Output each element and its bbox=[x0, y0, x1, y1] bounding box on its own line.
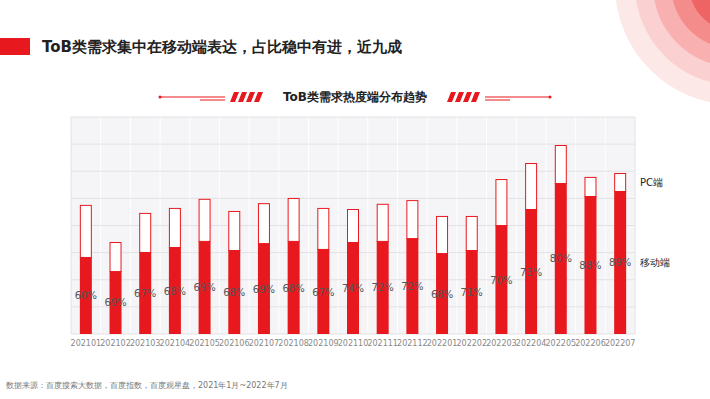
title-line bbox=[485, 97, 550, 98]
x-tick-label: 202112 bbox=[397, 339, 428, 348]
bar-pc bbox=[555, 145, 566, 183]
title-decoration bbox=[159, 92, 552, 102]
x-tick-label: 202103 bbox=[130, 339, 161, 348]
share-label: 68% bbox=[283, 283, 305, 294]
bar-pc bbox=[288, 198, 299, 241]
chart-title: ToB类需求热度端分布趋势 bbox=[283, 90, 427, 104]
share-label: 73% bbox=[520, 267, 542, 278]
share-label: 69% bbox=[104, 297, 126, 308]
share-label: 70% bbox=[490, 275, 512, 286]
title-line bbox=[200, 100, 225, 101]
bar-pc bbox=[437, 216, 448, 253]
bars bbox=[80, 145, 626, 334]
title-stripe bbox=[471, 92, 480, 102]
corner-decoration bbox=[615, 0, 710, 105]
title-stripe bbox=[238, 92, 247, 102]
share-label: 71% bbox=[461, 287, 483, 298]
share-label: 72% bbox=[372, 282, 394, 293]
plot-frame bbox=[635, 117, 636, 334]
corner-ring bbox=[615, 0, 710, 105]
bar-pc bbox=[258, 204, 269, 244]
x-tick-label: 202204 bbox=[516, 339, 547, 348]
share-label: 68% bbox=[223, 287, 245, 298]
title-stripe bbox=[447, 92, 456, 102]
bar-pc bbox=[585, 177, 596, 196]
grid-line bbox=[71, 171, 635, 172]
bar-pc bbox=[615, 173, 626, 191]
x-tick-label: 202206 bbox=[575, 339, 606, 348]
bar-pc bbox=[140, 213, 151, 252]
share-label: 88% bbox=[579, 260, 601, 271]
grid-line bbox=[71, 198, 635, 199]
x-tick-label: 202207 bbox=[605, 339, 636, 348]
x-tick-label: 202111 bbox=[367, 339, 398, 348]
source-note: 数据来源：百度搜索大数据，百度指数，百度观星盘，2021年1月~2022年7月 bbox=[6, 381, 288, 390]
x-tick-label: 202108 bbox=[278, 339, 309, 348]
x-tick-label: 202202 bbox=[456, 339, 487, 348]
share-label: 68% bbox=[164, 286, 186, 297]
bar-pc bbox=[229, 211, 240, 250]
x-tick-label: 202205 bbox=[546, 339, 577, 348]
title-stripe bbox=[230, 92, 239, 102]
x-tick-label: 202201 bbox=[427, 339, 458, 348]
x-tick-label: 202107 bbox=[249, 339, 280, 348]
bar-pc bbox=[110, 242, 121, 271]
x-tick-label: 202105 bbox=[189, 339, 220, 348]
x-tick-label: 202109 bbox=[308, 339, 339, 348]
share-label: 60% bbox=[75, 290, 97, 301]
x-tick-label: 202102 bbox=[100, 339, 131, 348]
bar-pc bbox=[199, 199, 210, 241]
title-stripe bbox=[254, 92, 263, 102]
bar-pc bbox=[80, 205, 91, 257]
title-line bbox=[160, 97, 225, 98]
share-label: 67% bbox=[134, 288, 156, 299]
x-tick-label: 202106 bbox=[219, 339, 250, 348]
share-label: 80% bbox=[550, 253, 572, 264]
bar-pc bbox=[377, 204, 388, 241]
corner-ring bbox=[707, 0, 710, 13]
share-label: 69% bbox=[253, 284, 275, 295]
bar-pc bbox=[526, 164, 537, 210]
share-label: 67% bbox=[312, 287, 334, 298]
title-line bbox=[485, 100, 510, 101]
legend-mobile: 移动端 bbox=[640, 257, 670, 268]
plot-background bbox=[71, 117, 635, 334]
corner-ring bbox=[671, 0, 710, 49]
share-label: 74% bbox=[342, 283, 364, 294]
plot-frame bbox=[71, 117, 72, 334]
corner-ring bbox=[653, 0, 710, 67]
headline: ToB类需求集中在移动端表达，占比稳中有进，近九成 bbox=[42, 38, 402, 56]
title-stripe bbox=[455, 92, 464, 102]
bar-pc bbox=[466, 216, 477, 250]
grid-line bbox=[71, 144, 635, 145]
title-stripe bbox=[246, 92, 255, 102]
title-stripe bbox=[463, 92, 472, 102]
corner-ring bbox=[635, 0, 710, 85]
title-dot bbox=[549, 96, 552, 99]
share-label: 68% bbox=[431, 289, 453, 300]
headline-bar bbox=[0, 38, 30, 55]
bar-pc bbox=[318, 208, 329, 249]
x-tick-label: 202110 bbox=[338, 339, 369, 348]
share-label: 72% bbox=[401, 281, 423, 292]
bar-pc bbox=[496, 180, 507, 226]
legend-pc: PC端 bbox=[640, 177, 663, 188]
bar-pc bbox=[169, 208, 180, 247]
corner-ring bbox=[689, 0, 710, 31]
x-tick-label: 202101 bbox=[71, 339, 102, 348]
share-label: 89% bbox=[609, 257, 631, 268]
share-label: 69% bbox=[193, 282, 215, 293]
bar-pc bbox=[348, 210, 359, 243]
x-tick-label: 202203 bbox=[486, 339, 517, 348]
x-tick-label: 202104 bbox=[160, 339, 191, 348]
grid-line bbox=[71, 117, 635, 118]
title-dot bbox=[159, 96, 162, 99]
bar-pc bbox=[407, 201, 418, 239]
